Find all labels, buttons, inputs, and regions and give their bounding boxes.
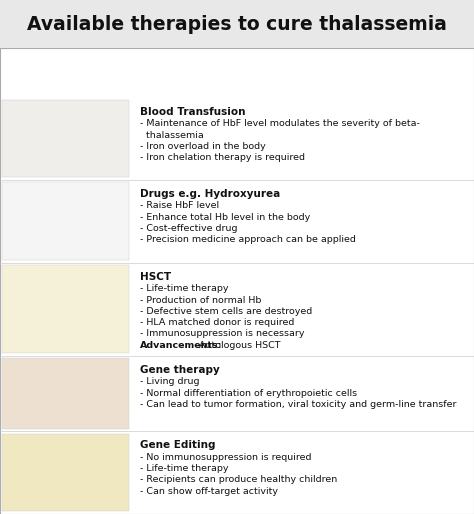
Text: thalassemia: thalassemia <box>140 131 203 140</box>
Text: - Cost-effective drug: - Cost-effective drug <box>140 224 237 233</box>
Bar <box>2 358 129 429</box>
Text: - Maintenance of HbF level modulates the severity of beta-: - Maintenance of HbF level modulates the… <box>140 119 419 128</box>
Text: Gene Editing: Gene Editing <box>140 440 215 450</box>
Text: Available therapies to cure thalassemia: Available therapies to cure thalassemia <box>27 15 447 33</box>
Text: Advancements:: Advancements: <box>140 341 222 350</box>
Text: - Iron chelation therapy is required: - Iron chelation therapy is required <box>140 153 305 162</box>
Text: - HLA matched donor is required: - HLA matched donor is required <box>140 318 294 327</box>
Text: - Can show off-target activity: - Can show off-target activity <box>140 487 278 495</box>
Bar <box>2 100 129 177</box>
Text: - Life-time therapy: - Life-time therapy <box>140 284 228 293</box>
Text: - Can lead to tumor formation, viral toxicity and germ-line transfer: - Can lead to tumor formation, viral tox… <box>140 400 456 409</box>
Text: - Life-time therapy: - Life-time therapy <box>140 464 228 473</box>
Text: Autologous HSCT: Autologous HSCT <box>196 341 280 350</box>
Text: - Raise HbF level: - Raise HbF level <box>140 201 219 210</box>
Text: Drugs e.g. Hydroxyurea: Drugs e.g. Hydroxyurea <box>140 189 280 199</box>
Text: Gene therapy: Gene therapy <box>140 365 219 375</box>
Text: - Recipients can produce healthy children: - Recipients can produce healthy childre… <box>140 475 337 484</box>
Text: - No immunosuppression is required: - No immunosuppression is required <box>140 453 311 462</box>
Text: - Enhance total Hb level in the body: - Enhance total Hb level in the body <box>140 213 310 222</box>
Bar <box>0 0 474 48</box>
Bar <box>2 265 129 353</box>
Text: - Defective stem cells are destroyed: - Defective stem cells are destroyed <box>140 307 312 316</box>
Text: - Iron overload in the body: - Iron overload in the body <box>140 142 265 151</box>
Text: - Normal differentiation of erythropoietic cells: - Normal differentiation of erythropoiet… <box>140 389 357 398</box>
Text: HSCT: HSCT <box>140 272 171 282</box>
Text: - Production of normal Hb: - Production of normal Hb <box>140 296 261 304</box>
Text: - Precision medicine approach can be applied: - Precision medicine approach can be app… <box>140 235 356 244</box>
Text: - Living drug: - Living drug <box>140 377 200 387</box>
Bar <box>2 434 129 511</box>
Text: Blood Transfusion: Blood Transfusion <box>140 107 246 117</box>
Text: - Immunosuppression is necessary: - Immunosuppression is necessary <box>140 329 304 338</box>
Bar <box>2 182 129 260</box>
